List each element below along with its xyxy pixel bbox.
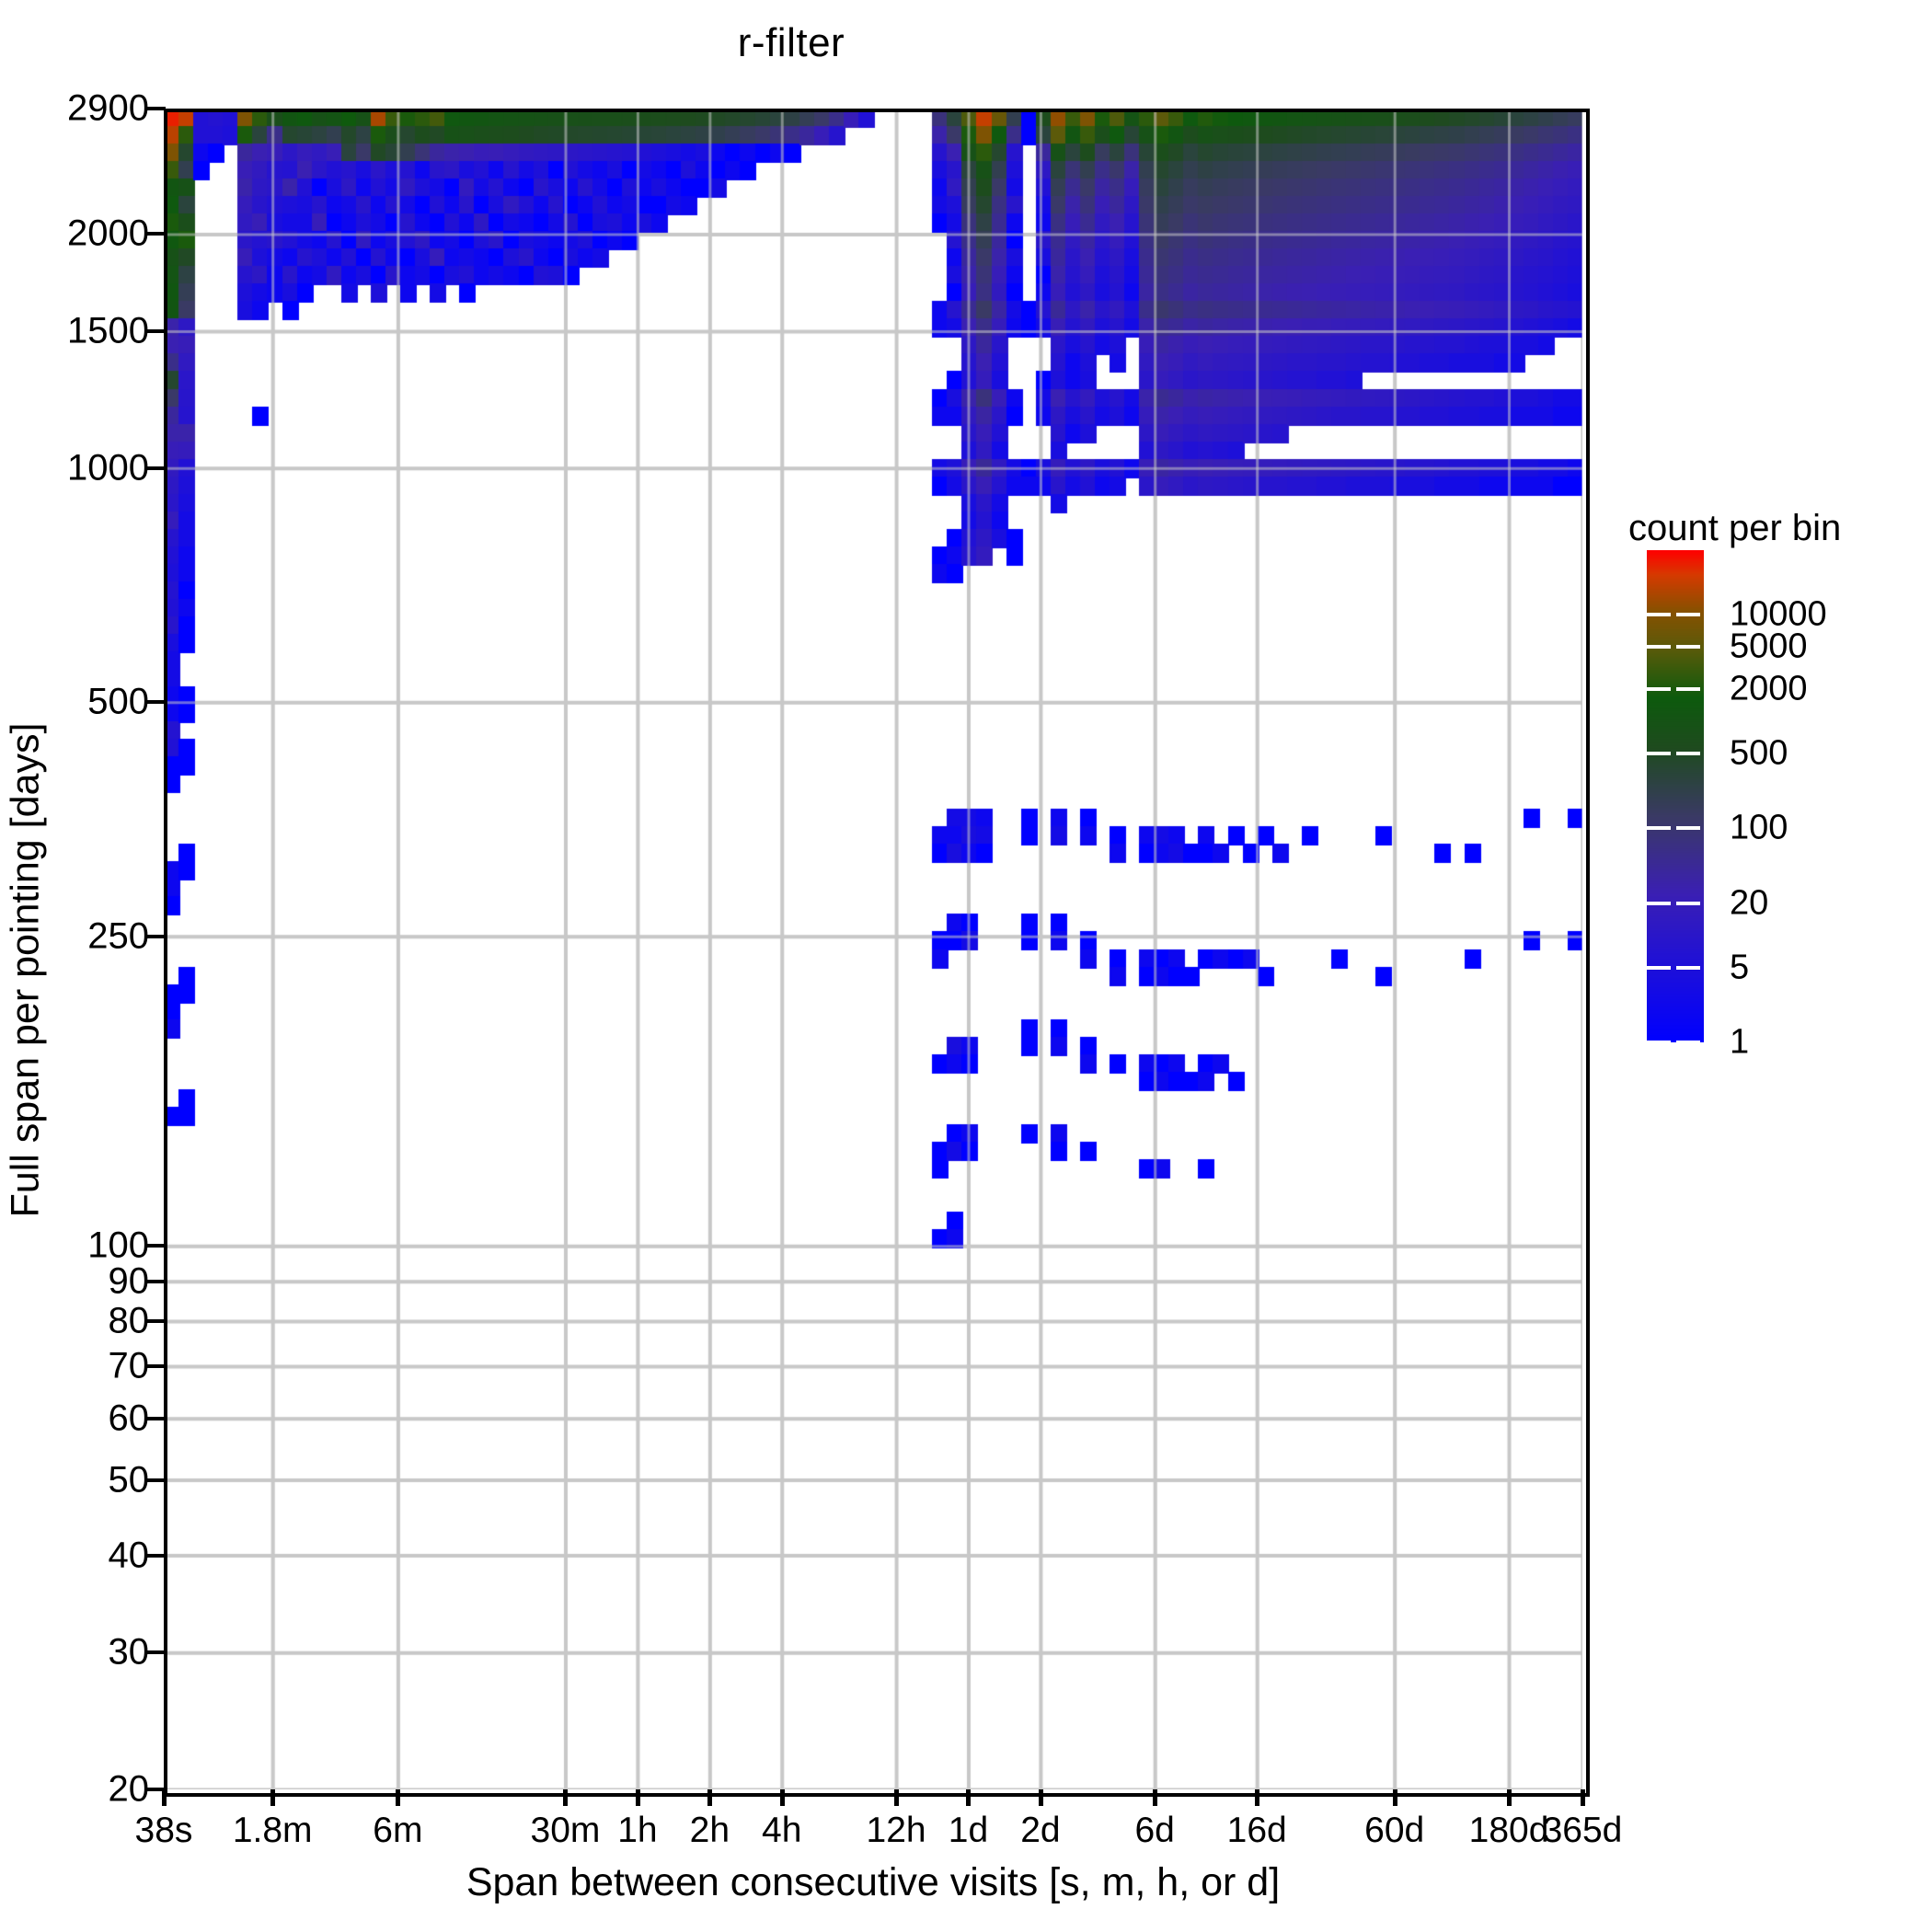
y-tick-mark bbox=[147, 1319, 166, 1324]
y-tick-label: 500 bbox=[87, 681, 149, 722]
y-tick-mark bbox=[147, 1364, 166, 1369]
x-tick-mark bbox=[1153, 1789, 1158, 1806]
colorbar-tick-label: 1 bbox=[1730, 1022, 1750, 1062]
colorbar-tick-mark bbox=[1676, 752, 1700, 756]
colorbar-title: count per bin bbox=[1628, 508, 1842, 548]
colorbar-tick-label: 500 bbox=[1730, 733, 1788, 773]
y-tick-label: 2900 bbox=[67, 87, 149, 129]
y-tick-mark bbox=[147, 1788, 166, 1791]
heatmap-plot-area[interactable] bbox=[164, 109, 1582, 1789]
y-tick-mark bbox=[147, 1650, 166, 1655]
colorbar-tick-mark bbox=[1647, 687, 1671, 692]
x-tick-mark bbox=[270, 1789, 276, 1806]
x-tick-mark bbox=[1581, 1789, 1585, 1806]
y-tick-mark bbox=[147, 329, 166, 333]
x-tick-mark bbox=[1038, 1789, 1043, 1806]
colorbar-tick-mark bbox=[1647, 1041, 1671, 1044]
y-tick-mark bbox=[147, 107, 166, 110]
y-tick-label: 2000 bbox=[67, 213, 149, 254]
y-tick-label: 40 bbox=[108, 1535, 150, 1576]
y-tick-label: 1000 bbox=[67, 447, 149, 489]
x-tick-label: 4h bbox=[762, 1811, 802, 1850]
x-tick-label: 2h bbox=[689, 1811, 730, 1850]
x-tick-mark bbox=[1255, 1789, 1260, 1806]
y-tick-label: 60 bbox=[108, 1397, 150, 1439]
colorbar-tick-mark bbox=[1676, 612, 1700, 616]
y-tick-label: 20 bbox=[108, 1768, 150, 1810]
x-tick-label: 6d bbox=[1134, 1811, 1175, 1850]
colorbar-tick-label: 5 bbox=[1730, 948, 1750, 987]
y-tick-mark bbox=[147, 700, 166, 705]
x-tick-label: 180d bbox=[1468, 1811, 1549, 1850]
colorbar-tick-label: 2000 bbox=[1730, 669, 1808, 708]
y-tick-label: 80 bbox=[108, 1300, 150, 1341]
colorbar-tick-label: 20 bbox=[1730, 883, 1769, 923]
colorbar-tick-mark bbox=[1676, 644, 1700, 649]
colorbar-tick-mark bbox=[1647, 901, 1671, 905]
heatmap-canvas[interactable] bbox=[164, 109, 1582, 1789]
y-tick-label: 30 bbox=[108, 1631, 150, 1673]
x-tick-label: 30m bbox=[530, 1811, 601, 1850]
x-tick-mark bbox=[1507, 1789, 1512, 1806]
colorbar-tick-mark bbox=[1647, 752, 1671, 756]
colorbar-tick-mark bbox=[1676, 901, 1700, 905]
y-tick-label: 1500 bbox=[67, 310, 149, 351]
colorbar-tick-label: 5000 bbox=[1730, 627, 1808, 666]
x-tick-label: 1h bbox=[617, 1811, 658, 1850]
x-tick-mark bbox=[966, 1789, 972, 1806]
colorbar-tick-mark bbox=[1647, 612, 1671, 616]
colorbar-tick-mark bbox=[1676, 687, 1700, 692]
y-tick-mark bbox=[147, 1244, 166, 1248]
x-tick-label: 1d bbox=[948, 1811, 989, 1850]
colorbar-tick-mark bbox=[1647, 644, 1671, 649]
colorbar-tick-label: 10000 bbox=[1730, 594, 1827, 634]
colorbar-tick-mark bbox=[1676, 1041, 1700, 1044]
y-tick-mark bbox=[147, 1279, 166, 1283]
y-tick-label: 70 bbox=[108, 1345, 150, 1386]
y-tick-mark bbox=[147, 466, 166, 470]
x-tick-mark bbox=[396, 1789, 401, 1806]
y-tick-label: 90 bbox=[108, 1260, 150, 1302]
y-tick-mark bbox=[147, 934, 166, 938]
x-tick-mark bbox=[779, 1789, 785, 1806]
x-tick-label: 60d bbox=[1364, 1811, 1425, 1850]
x-tick-label: 16d bbox=[1226, 1811, 1287, 1850]
x-axis-label: Span between consecutive visits [s, m, h… bbox=[466, 1860, 1281, 1904]
x-tick-label: 365d bbox=[1542, 1811, 1623, 1850]
x-tick-mark bbox=[563, 1789, 569, 1806]
x-tick-label: 38s bbox=[134, 1811, 193, 1850]
colorbar-tick-mark bbox=[1647, 826, 1671, 831]
y-tick-label: 50 bbox=[108, 1459, 150, 1501]
y-tick-mark bbox=[147, 1478, 166, 1482]
x-tick-label: 1.8m bbox=[232, 1811, 313, 1850]
x-tick-mark bbox=[162, 1789, 167, 1806]
colorbar-gradient bbox=[1647, 550, 1704, 1042]
y-tick-label: 100 bbox=[87, 1225, 149, 1266]
colorbar-tick-label: 100 bbox=[1730, 808, 1788, 847]
x-tick-mark bbox=[894, 1789, 900, 1806]
y-tick-mark bbox=[147, 1416, 166, 1420]
x-tick-label: 12h bbox=[866, 1811, 926, 1850]
x-tick-label: 6m bbox=[373, 1811, 423, 1850]
x-tick-label: 2d bbox=[1020, 1811, 1061, 1850]
y-axis-label: Full span per pointing [days] bbox=[3, 722, 48, 1218]
y-tick-label: 250 bbox=[87, 915, 149, 957]
y-tick-mark bbox=[147, 232, 166, 236]
x-tick-mark bbox=[635, 1789, 640, 1806]
plot-title: r-filter bbox=[737, 20, 845, 65]
colorbar-tick-mark bbox=[1676, 826, 1700, 831]
y-tick-mark bbox=[147, 1553, 166, 1558]
x-tick-mark bbox=[707, 1789, 713, 1806]
x-tick-mark bbox=[1392, 1789, 1397, 1806]
colorbar-tick-mark bbox=[1676, 965, 1700, 970]
colorbar-tick-mark bbox=[1647, 965, 1671, 970]
colorbar[interactable] bbox=[1647, 550, 1704, 1042]
